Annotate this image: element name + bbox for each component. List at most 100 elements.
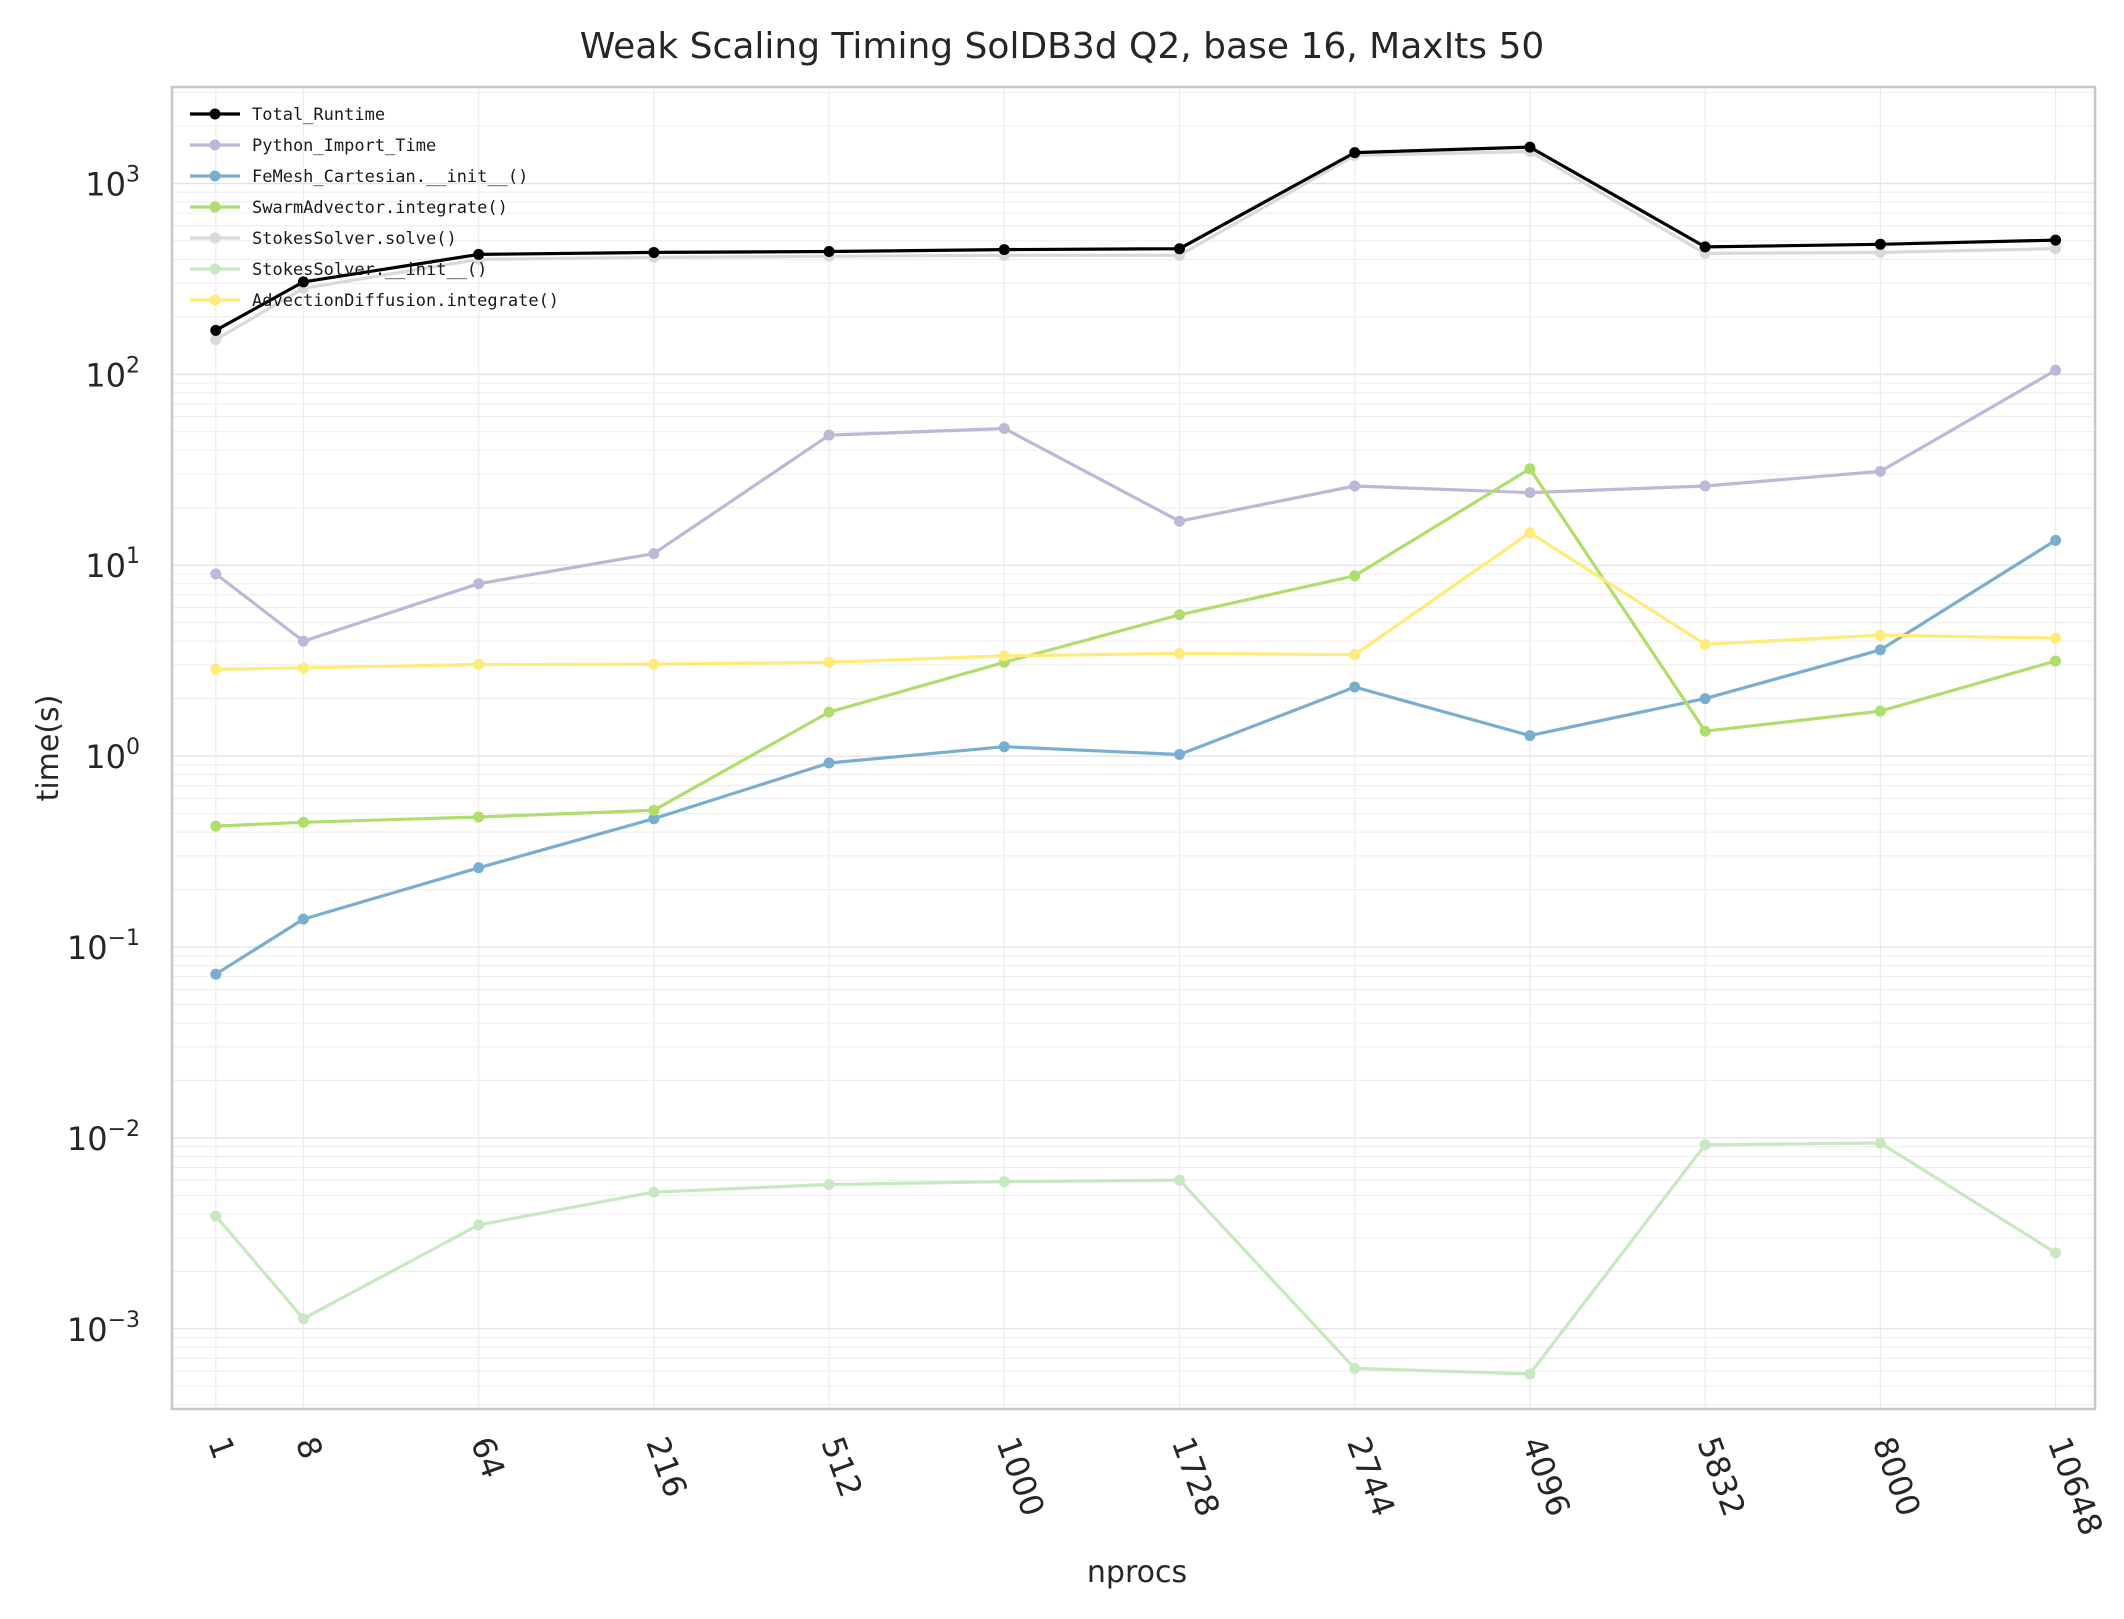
legend-swatch-marker <box>209 108 221 120</box>
data-point <box>2050 534 2062 546</box>
data-point <box>2050 234 2062 246</box>
data-point <box>1349 480 1361 492</box>
data-point <box>1173 1174 1185 1186</box>
data-point <box>823 757 835 769</box>
data-point <box>1349 1362 1361 1374</box>
legend-swatch-marker <box>209 170 221 182</box>
data-point <box>473 248 485 260</box>
data-point <box>1699 638 1711 650</box>
data-point <box>1524 527 1536 539</box>
data-point <box>1524 730 1536 742</box>
data-point <box>1874 246 1886 258</box>
legend-label: AdvectionDiffusion.integrate() <box>252 291 559 311</box>
data-point <box>210 1210 222 1222</box>
data-point <box>1173 515 1185 527</box>
data-point <box>1349 649 1361 661</box>
data-point <box>648 804 660 816</box>
legend-entry: Total_Runtime <box>190 105 385 125</box>
legend-label: FeMesh_Cartesian.__init__() <box>252 167 528 187</box>
legend-label: Total_Runtime <box>252 105 385 125</box>
data-point <box>2050 1247 2062 1259</box>
data-point <box>2050 655 2062 667</box>
y-tick-label: 100 <box>85 735 140 776</box>
series-5 <box>210 1137 2062 1380</box>
data-point <box>998 244 1010 256</box>
data-point <box>210 324 222 336</box>
data-point <box>1699 693 1711 705</box>
series-6 <box>210 527 2062 675</box>
legend-entry: StokesSolver.solve() <box>190 229 457 249</box>
data-point <box>473 658 485 670</box>
data-point <box>648 658 660 670</box>
legend-label: SwarmAdvector.integrate() <box>252 198 508 218</box>
data-point <box>1524 1368 1536 1380</box>
data-point <box>297 913 309 925</box>
data-point <box>1173 647 1185 659</box>
data-point <box>1699 1139 1711 1151</box>
data-point <box>297 276 309 288</box>
series-line <box>214 149 2056 341</box>
legend-label: Python_Import_Time <box>252 136 436 156</box>
legend-entry: Python_Import_Time <box>190 136 436 156</box>
data-point <box>297 635 309 647</box>
data-point <box>297 816 309 828</box>
legend-entry: StokesSolver.__init__() <box>190 260 487 280</box>
data-point <box>823 245 835 257</box>
series-2 <box>210 534 2062 980</box>
data-point <box>823 656 835 668</box>
legend-entry: SwarmAdvector.integrate() <box>190 198 508 218</box>
data-point <box>823 706 835 718</box>
data-point <box>1524 463 1536 475</box>
data-point <box>1874 705 1886 717</box>
series-line <box>214 538 2057 976</box>
data-point <box>823 429 835 441</box>
data-point <box>1874 629 1886 641</box>
series-line <box>215 467 2057 828</box>
legend-swatch-marker <box>209 139 221 151</box>
data-point <box>297 662 309 674</box>
data-point <box>210 568 222 580</box>
y-tick-label: 103 <box>85 162 140 203</box>
data-point <box>1699 725 1711 737</box>
data-point <box>210 663 222 675</box>
data-point <box>1349 147 1361 159</box>
data-point <box>210 968 222 980</box>
data-point <box>473 578 485 590</box>
legend-entry: FeMesh_Cartesian.__init__() <box>190 167 528 187</box>
y-axis-label: time(s) <box>31 695 66 802</box>
grid <box>172 87 2095 1409</box>
data-point <box>1524 487 1536 499</box>
legend-swatch-marker <box>209 294 221 306</box>
x-axis-label: nprocs <box>1087 1555 1187 1590</box>
series-layer <box>210 141 2062 1380</box>
plot-frame <box>170 85 2097 1411</box>
data-point <box>998 741 1010 753</box>
data-point <box>1349 570 1361 582</box>
legend-swatch-marker <box>209 232 221 244</box>
data-point <box>473 811 485 823</box>
data-point <box>1349 681 1361 693</box>
series-line <box>214 1141 2057 1376</box>
data-point <box>1699 480 1711 492</box>
series-3 <box>210 463 2062 832</box>
data-point <box>1173 609 1185 621</box>
chart-title: Weak Scaling Timing SolDB3d Q2, base 16,… <box>580 26 1545 67</box>
series-0 <box>210 141 2062 336</box>
data-point <box>2050 632 2062 644</box>
legend-entry: AdvectionDiffusion.integrate() <box>190 291 559 311</box>
data-point <box>2050 364 2062 376</box>
data-point <box>210 820 222 832</box>
data-point <box>1874 1137 1886 1149</box>
series-1 <box>210 364 2062 647</box>
legend-label: StokesSolver.__init__() <box>252 260 487 280</box>
data-point <box>648 1186 660 1198</box>
y-tick-label: 10−2 <box>67 1117 140 1158</box>
legend-swatch-marker <box>209 263 221 275</box>
data-point <box>648 548 660 560</box>
series-line <box>215 145 2056 332</box>
data-point <box>1524 141 1536 153</box>
data-point <box>1173 748 1185 760</box>
